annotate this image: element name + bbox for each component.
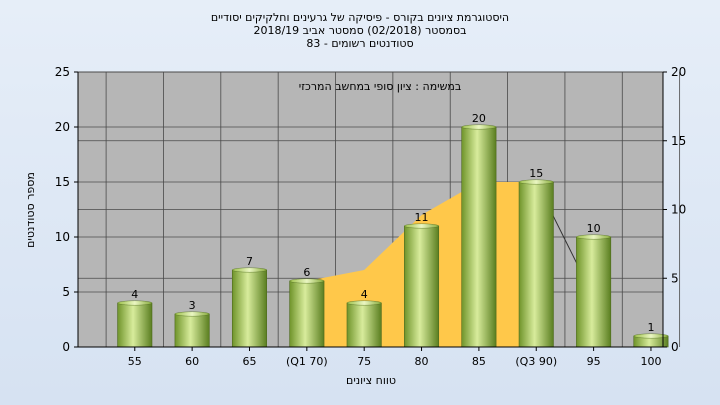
x-tick-label-7: (Q3 90) [515, 355, 557, 368]
bar-top-8 [576, 234, 612, 240]
bar-value-label-5: 11 [415, 211, 429, 224]
bar-5 [404, 223, 440, 348]
y-tick-label-5: 25 [55, 65, 70, 79]
bar-top-0 [117, 300, 153, 306]
y-tick-label-2: 10 [55, 230, 70, 244]
y-tick-label-0: 0 [62, 340, 70, 354]
bar-body-7 [518, 181, 554, 348]
x-tick-label-3: (Q1 70) [286, 355, 328, 368]
bar-3 [289, 278, 325, 348]
bar-value-label-0: 4 [131, 288, 138, 301]
bar-value-label-2: 7 [246, 255, 253, 268]
bar-value-label-9: 1 [647, 321, 654, 334]
bar-value-label-6: 20 [472, 112, 486, 125]
y-tick-label-4: 20 [55, 120, 70, 134]
x-tick-label-6: 85 [472, 355, 486, 368]
bar-body-4 [346, 302, 382, 348]
bar-top-1 [174, 311, 210, 317]
chart-title-line-3: סטודנטים רשומים - 83 [306, 37, 414, 50]
chart-subtitle: במשימה : ציון סופי במחשב המרכזי [299, 80, 462, 93]
bar-value-label-7: 15 [529, 167, 543, 180]
y-tick-label-1: 5 [62, 285, 70, 299]
bar-6 [461, 124, 497, 348]
bar-2 [231, 267, 267, 348]
x-tick-label-9: 100 [640, 355, 661, 368]
x-tick-label-1: 60 [185, 355, 199, 368]
chart-title-line-1: היסטוגרמת ציונים בקורס - פיסיקה של גרעינ… [210, 11, 510, 24]
bar-body-3 [289, 280, 325, 348]
bar-body-1 [174, 313, 210, 348]
bar-0 [117, 300, 153, 348]
x-tick-label-4: 75 [357, 355, 371, 368]
bar-body-5 [404, 225, 440, 348]
bar-8 [576, 234, 612, 348]
bar-top-7 [518, 179, 554, 185]
bar-top-5 [404, 223, 439, 229]
bar-top-9 [633, 333, 669, 339]
x-tick-label-2: 65 [242, 355, 256, 368]
y2-tick-label-2: 10 [671, 203, 686, 217]
bar-9 [633, 333, 669, 348]
bar-value-label-8: 10 [587, 222, 601, 235]
y2-tick-label-1: 5 [671, 271, 679, 285]
bar-value-label-1: 3 [189, 299, 196, 312]
x-tick-label-8: 95 [587, 355, 601, 368]
bar-1 [174, 311, 210, 348]
bar-value-label-3: 6 [303, 266, 310, 279]
chart-title-line-2: בסמסטר (02/2018) סמסטר אביב 2018/19 [253, 24, 467, 37]
x-axis-label: טווח ציונים [346, 374, 396, 387]
x-tick-label-5: 80 [415, 355, 429, 368]
y-tick-label-3: 15 [55, 175, 70, 189]
bar-7 [518, 179, 554, 348]
bar-top-4 [346, 300, 382, 306]
bar-body-0 [117, 302, 153, 348]
bar-4 [346, 300, 382, 348]
bar-top-2 [232, 267, 267, 273]
y-axis-label: מספר סטודנטים [24, 172, 37, 248]
bar-top-3 [289, 278, 325, 284]
y2-tick-label-4: 20 [671, 65, 686, 79]
bar-value-label-4: 4 [361, 288, 368, 301]
bar-body-6 [461, 126, 497, 348]
bar-body-8 [576, 236, 612, 348]
y2-tick-label-3: 15 [671, 134, 686, 148]
bar-body-2 [231, 269, 267, 348]
x-tick-label-0: 55 [128, 355, 142, 368]
y2-tick-label-0: 0 [671, 340, 679, 354]
bar-top-6 [461, 124, 497, 130]
